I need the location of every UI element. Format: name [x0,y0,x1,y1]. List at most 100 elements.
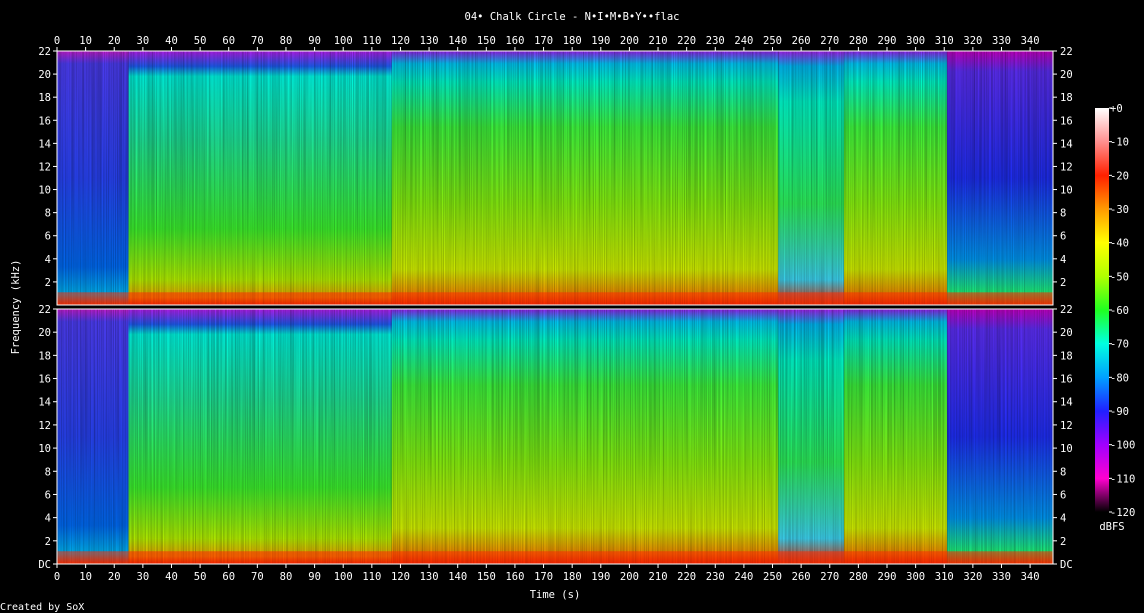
x-tick-label-top: 300 [906,35,925,47]
x-tick-label-top: 80 [280,35,293,47]
x-tick-label-top: 20 [108,35,121,47]
colorbar-tick-label: -110 [1110,473,1135,485]
x-tick-label-bottom: 150 [477,571,496,583]
y-tick-label-left: 14 [38,138,51,150]
x-tick-label-top: 240 [734,35,753,47]
y-tick-label-right: 22 [1060,304,1073,316]
x-tick-label-top: 10 [79,35,92,47]
colorbar-tick-label: -90 [1110,406,1129,418]
y-tick-label-left: 8 [45,466,51,478]
x-tick-label-bottom: 160 [505,571,524,583]
colorbar-tick-label: -10 [1110,137,1129,149]
y-tick-label-left: 16 [38,115,51,127]
x-tick-label-top: 270 [820,35,839,47]
colorbar-tick-label: -60 [1110,305,1129,317]
x-tick-label-bottom: 50 [194,571,207,583]
x-tick-label-top: 130 [420,35,439,47]
x-tick-label-bottom: 110 [362,571,381,583]
x-tick-label-bottom: 250 [763,571,782,583]
y-tick-label-right: 2 [1060,536,1066,548]
bass-band [57,551,1053,564]
x-tick-label-bottom: 340 [1021,571,1040,583]
panel-frame [56,308,1054,565]
chart-title: 04• Chalk Circle - N•I•M•B•Y••flac [465,11,680,23]
x-tick-label-bottom: 0 [54,571,60,583]
y-tick-label-right: 12 [1060,161,1073,173]
colorbar-tick-label: -100 [1110,440,1135,452]
bass-band [57,292,1053,305]
x-tick-label-bottom: 180 [563,571,582,583]
y-tick-label-right: 8 [1060,466,1066,478]
x-tick-label-bottom: 200 [620,571,639,583]
x-tick-label-top: 340 [1021,35,1040,47]
x-tick-label-bottom: 140 [448,571,467,583]
y-tick-label-right: 8 [1060,208,1066,220]
x-tick-label-top: 280 [849,35,868,47]
x-tick-label-bottom: 280 [849,571,868,583]
y-tick-label-right: 18 [1060,92,1073,104]
x-tick-label-bottom: 310 [935,571,954,583]
y-tick-label-right: 18 [1060,350,1073,362]
y-tick-label-left: 12 [38,420,51,432]
x-tick-label-bottom: 210 [649,571,668,583]
y-tick-label-right: 4 [1060,513,1066,525]
y-tick-label-left: 4 [45,254,51,266]
x-tick-label-top: 150 [477,35,496,47]
y-tick-label-right: 6 [1060,489,1066,501]
x-tick-label-top: 40 [165,35,178,47]
colorbar-tick-label: -40 [1110,238,1129,250]
x-tick-label-top: 170 [534,35,553,47]
y-tick-label-left: 2 [45,536,51,548]
y-tick-label-left: 22 [38,304,51,316]
spectral-texture [57,51,1053,305]
x-tick-label-top: 30 [137,35,150,47]
x-tick-label-bottom: 40 [165,571,178,583]
y-tick-label-right: 10 [1060,443,1073,455]
x-tick-label-top: 180 [563,35,582,47]
x-tick-label-top: 320 [963,35,982,47]
x-tick-label-bottom: 130 [420,571,439,583]
y-tick-label-left: 16 [38,374,51,386]
x-tick-label-bottom: 300 [906,571,925,583]
x-tick-label-bottom: 260 [792,571,811,583]
channel-2-panel [56,308,1054,565]
x-tick-label-top: 120 [391,35,410,47]
y-tick-label-left: 18 [38,92,51,104]
x-tick-label-top: 310 [935,35,954,47]
colorbar-tick-label: -70 [1110,339,1129,351]
y-tick-label-right: 6 [1060,231,1066,243]
x-axis-label: Time (s) [530,589,581,601]
colorbar-tick-label: -20 [1110,170,1129,182]
colorbar-tick-label: -50 [1110,271,1129,283]
y-tick-label-left: 18 [38,350,51,362]
x-tick-label-bottom: 190 [591,571,610,583]
x-tick-label-top: 200 [620,35,639,47]
x-tick-label-top: 0 [54,35,60,47]
y-tick-label-right: 10 [1060,185,1073,197]
x-tick-label-top: 230 [706,35,725,47]
colorbar-tick-label: -80 [1110,372,1129,384]
y-tick-label-left: DC [38,559,51,571]
y-tick-label-right: DC [1060,559,1073,571]
x-tick-label-top: 50 [194,35,207,47]
x-tick-label-bottom: 320 [963,571,982,583]
colorbar-tick-label: -120 [1110,507,1135,519]
x-tick-label-top: 190 [591,35,610,47]
colorbar-unit: dBFS [1099,521,1124,533]
x-tick-label-top: 110 [362,35,381,47]
y-tick-label-left: 14 [38,397,51,409]
x-tick-label-top: 100 [334,35,353,47]
x-tick-label-bottom: 100 [334,571,353,583]
colorbar-tick-label: -30 [1110,204,1129,216]
x-tick-label-bottom: 170 [534,571,553,583]
y-tick-label-right: 4 [1060,254,1066,266]
y-tick-label-left: 22 [38,46,51,58]
y-tick-label-left: 10 [38,443,51,455]
x-tick-label-bottom: 20 [108,571,121,583]
x-tick-label-top: 290 [878,35,897,47]
y-tick-label-left: 20 [38,327,51,339]
x-tick-label-top: 160 [505,35,524,47]
y-tick-label-left: 12 [38,161,51,173]
